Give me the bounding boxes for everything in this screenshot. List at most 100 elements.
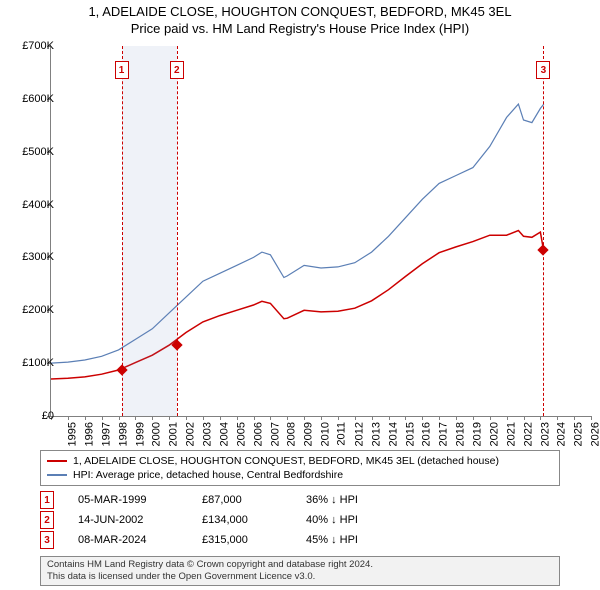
- x-axis-label: 2004: [218, 422, 230, 446]
- x-axis-label: 1996: [83, 422, 95, 446]
- transaction-pct-vs-hpi: 36% ↓ HPI: [306, 494, 396, 506]
- chart-plot-area: 1 2 3: [50, 46, 591, 417]
- x-tick: [270, 416, 271, 420]
- x-tick: [405, 416, 406, 420]
- x-axis-label: 2013: [370, 422, 382, 446]
- tenure-shade: [122, 46, 177, 416]
- x-tick: [338, 416, 339, 420]
- x-axis-label: 1999: [134, 422, 146, 446]
- x-axis-label: 2000: [151, 422, 163, 446]
- legend-swatch: [47, 474, 67, 476]
- transaction-pct-vs-hpi: 40% ↓ HPI: [306, 514, 396, 526]
- transaction-number-box: 1: [40, 491, 54, 509]
- legend-label: 1, ADELAIDE CLOSE, HOUGHTON CONQUEST, BE…: [73, 454, 499, 468]
- x-tick: [591, 416, 592, 420]
- y-axis-label: £0: [42, 410, 54, 422]
- transactions-table: 1 05-MAR-1999 £87,000 36% ↓ HPI 2 14-JUN-2002…: [40, 490, 396, 550]
- x-tick: [439, 416, 440, 420]
- y-axis-label: £300K: [22, 251, 54, 263]
- x-axis-label: 2008: [286, 422, 298, 446]
- x-axis-label: 2006: [252, 422, 264, 446]
- x-tick: [169, 416, 170, 420]
- x-axis-label: 2026: [590, 422, 600, 446]
- footer-line1: Contains HM Land Registry data © Crown c…: [47, 559, 553, 571]
- y-axis-label: £200K: [22, 304, 54, 316]
- x-axis-label: 2002: [185, 422, 197, 446]
- legend-item: HPI: Average price, detached house, Cent…: [47, 468, 553, 482]
- transaction-marker-box: 1: [115, 61, 129, 79]
- x-axis-label: 2011: [336, 422, 348, 446]
- x-tick: [287, 416, 288, 420]
- x-axis-label: 2019: [471, 422, 483, 446]
- x-axis-label: 1998: [117, 422, 129, 446]
- transaction-price: £315,000: [202, 534, 282, 546]
- legend-box: 1, ADELAIDE CLOSE, HOUGHTON CONQUEST, BE…: [40, 450, 560, 486]
- x-axis-label: 2010: [320, 422, 332, 446]
- transaction-marker-box: 3: [536, 61, 550, 79]
- transaction-price: £134,000: [202, 514, 282, 526]
- y-axis-label: £100K: [22, 357, 54, 369]
- footer-line2: This data is licensed under the Open Gov…: [47, 571, 553, 583]
- legend-swatch: [47, 460, 67, 462]
- x-axis-label: 2003: [201, 422, 213, 446]
- x-tick: [68, 416, 69, 420]
- x-tick: [102, 416, 103, 420]
- x-tick: [473, 416, 474, 420]
- y-axis-label: £400K: [22, 199, 54, 211]
- x-tick: [389, 416, 390, 420]
- transaction-row: 2 14-JUN-2002 £134,000 40% ↓ HPI: [40, 510, 396, 530]
- x-tick: [524, 416, 525, 420]
- x-axis-label: 2022: [522, 422, 534, 446]
- transaction-number-box: 2: [40, 511, 54, 529]
- x-axis-label: 2007: [269, 422, 281, 446]
- legend-item: 1, ADELAIDE CLOSE, HOUGHTON CONQUEST, BE…: [47, 454, 553, 468]
- x-axis-label: 2017: [438, 422, 450, 446]
- x-tick: [456, 416, 457, 420]
- x-axis-label: 1997: [100, 422, 112, 446]
- transaction-date: 08-MAR-2024: [78, 534, 178, 546]
- x-tick: [135, 416, 136, 420]
- x-tick: [355, 416, 356, 420]
- transaction-date: 05-MAR-1999: [78, 494, 178, 506]
- x-axis-label: 2001: [168, 422, 180, 446]
- x-tick: [321, 416, 322, 420]
- x-axis-label: 2005: [235, 422, 247, 446]
- legend-label: HPI: Average price, detached house, Cent…: [73, 468, 343, 482]
- transaction-date: 14-JUN-2002: [78, 514, 178, 526]
- x-tick: [203, 416, 204, 420]
- x-tick: [540, 416, 541, 420]
- x-tick: [372, 416, 373, 420]
- transaction-row: 1 05-MAR-1999 £87,000 36% ↓ HPI: [40, 490, 396, 510]
- x-axis-label: 2021: [505, 422, 517, 446]
- transaction-vline: [177, 46, 178, 416]
- x-axis-label: 2025: [573, 422, 585, 446]
- transaction-vline: [543, 46, 544, 416]
- x-tick: [237, 416, 238, 420]
- y-axis-label: £700K: [22, 40, 54, 52]
- x-tick: [507, 416, 508, 420]
- x-tick: [85, 416, 86, 420]
- y-axis-label: £500K: [22, 146, 54, 158]
- x-axis-label: 2012: [353, 422, 365, 446]
- transaction-marker-box: 2: [170, 61, 184, 79]
- x-tick: [422, 416, 423, 420]
- attribution-footer: Contains HM Land Registry data © Crown c…: [40, 556, 560, 586]
- x-axis-label: 2018: [455, 422, 467, 446]
- transaction-vline: [122, 46, 123, 416]
- x-axis-label: 2014: [387, 422, 399, 446]
- transaction-row: 308-MAR-2024£315,00045% ↓ HPI: [40, 530, 396, 550]
- x-tick: [254, 416, 255, 420]
- transaction-price: £87,000: [202, 494, 282, 506]
- x-tick: [557, 416, 558, 420]
- x-axis-label: 2016: [421, 422, 433, 446]
- x-tick: [304, 416, 305, 420]
- x-axis-label: 2023: [539, 422, 551, 446]
- x-axis-label: 2024: [556, 422, 568, 446]
- title-subtitle: Price paid vs. HM Land Registry's House …: [0, 21, 600, 36]
- x-tick: [490, 416, 491, 420]
- titles-block: 1, ADELAIDE CLOSE, HOUGHTON CONQUEST, BE…: [0, 0, 600, 36]
- x-tick: [119, 416, 120, 420]
- x-axis-label: 2009: [303, 422, 315, 446]
- x-tick: [186, 416, 187, 420]
- x-tick: [574, 416, 575, 420]
